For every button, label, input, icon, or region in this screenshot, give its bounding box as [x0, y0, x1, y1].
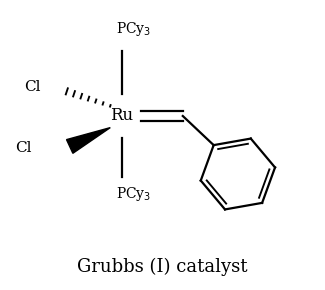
- Polygon shape: [67, 128, 110, 153]
- Text: Grubbs (I) catalyst: Grubbs (I) catalyst: [77, 257, 248, 276]
- Text: Cl: Cl: [24, 80, 41, 94]
- Text: PCy$_3$: PCy$_3$: [116, 20, 151, 38]
- Text: Ru: Ru: [110, 108, 134, 124]
- Text: PCy$_3$: PCy$_3$: [116, 185, 151, 203]
- Text: Cl: Cl: [16, 141, 32, 155]
